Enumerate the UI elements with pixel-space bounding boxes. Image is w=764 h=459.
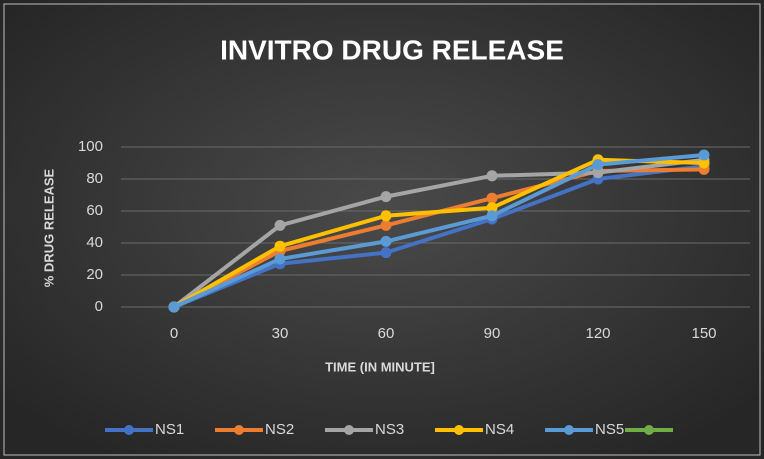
point — [486, 210, 498, 222]
point — [380, 247, 392, 259]
legend-label: NS5 — [595, 421, 624, 438]
chart-title: INVITRO DRUG RELEASE — [220, 34, 564, 65]
point — [380, 235, 392, 247]
y-tick-label: 20 — [86, 266, 103, 283]
x-axis-label: TIME (IN MINUTE] — [325, 359, 435, 374]
legend-marker — [644, 425, 654, 435]
point — [486, 202, 498, 214]
point — [380, 219, 392, 231]
legend-marker — [234, 425, 244, 435]
point — [698, 157, 710, 169]
x-tick-label: 150 — [691, 325, 716, 342]
point — [592, 159, 604, 171]
legend-label: NS4 — [485, 421, 514, 438]
series-line — [173, 153, 705, 309]
point — [274, 253, 286, 265]
point — [380, 210, 392, 222]
x-tick-label: 120 — [585, 325, 610, 342]
x-tick-label: 90 — [484, 325, 501, 342]
point — [168, 301, 180, 313]
point — [486, 192, 498, 204]
series-line — [173, 157, 705, 309]
point — [486, 170, 498, 182]
x-tick-label: 30 — [272, 325, 289, 342]
point — [274, 219, 286, 231]
series-line — [173, 164, 705, 309]
legend-marker — [564, 425, 574, 435]
series-line — [172, 157, 705, 309]
x-tick-label: 0 — [170, 325, 178, 342]
y-tick-label: 100 — [78, 138, 103, 155]
legend-label: NS1 — [155, 421, 184, 438]
legend-marker — [344, 425, 354, 435]
frame — [3, 3, 761, 456]
y-tick-label: 60 — [86, 202, 103, 219]
legend-label: NS3 — [375, 421, 404, 438]
point — [380, 191, 392, 203]
legend-label: NS2 — [265, 421, 294, 438]
y-axis-label: % DRUG RELEASE — [41, 168, 56, 287]
legend-marker — [124, 425, 134, 435]
point — [592, 167, 604, 179]
x-tick-label: 60 — [378, 325, 395, 342]
y-tick-label: 40 — [86, 234, 103, 251]
legend-marker — [454, 425, 464, 435]
point — [274, 240, 286, 252]
point — [698, 149, 710, 161]
y-tick-label: 80 — [86, 170, 103, 187]
y-tick-label: 0 — [95, 298, 103, 315]
